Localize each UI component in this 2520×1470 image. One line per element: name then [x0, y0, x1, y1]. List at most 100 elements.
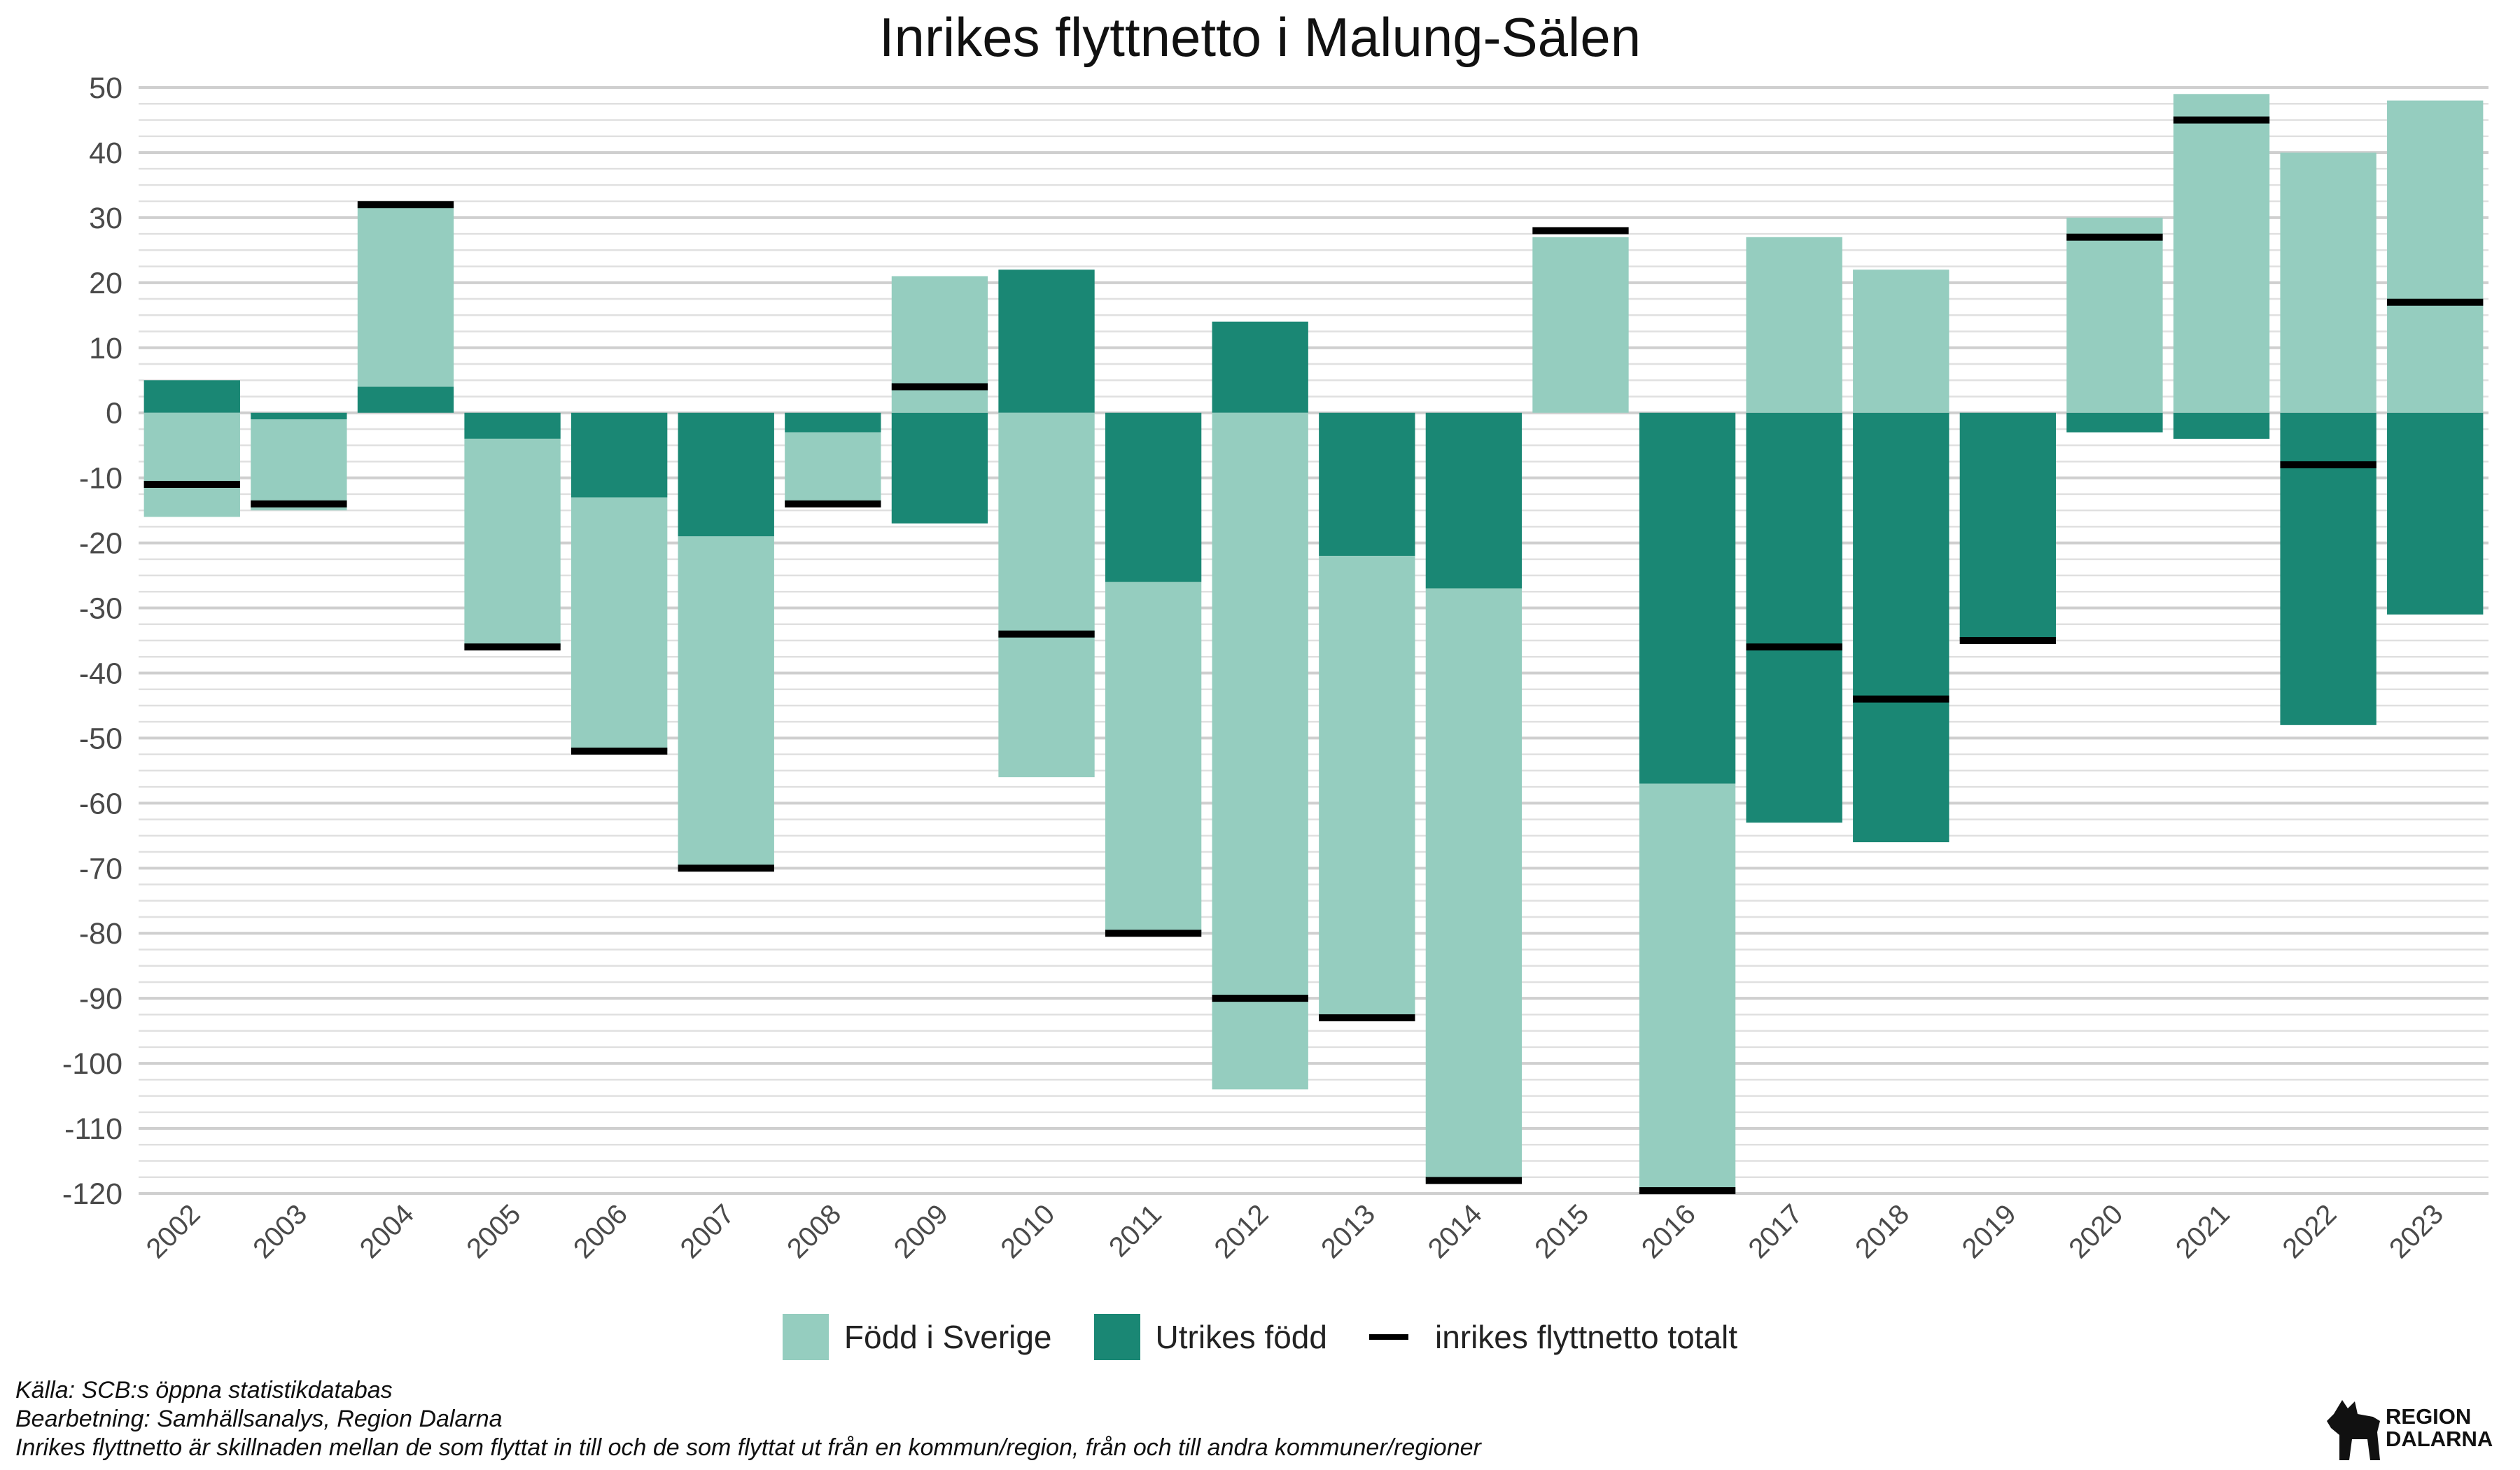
legend-line-totalt — [1368, 1334, 1408, 1340]
y-tick-label: -120 — [62, 1177, 122, 1211]
y-tick-label: -70 — [79, 852, 122, 886]
bar-fodd-i-sverige-2015 — [1532, 237, 1629, 413]
bar-fodd-i-sverige-2009 — [891, 276, 988, 413]
bar-fodd-i-sverige-2014 — [1425, 588, 1522, 1181]
x-tick-label: 2014 — [1422, 1198, 1488, 1264]
y-tick-label: 40 — [89, 136, 122, 170]
region-dalarna-logo: REGION DALARNA — [2324, 1393, 2506, 1463]
x-tick-label: 2011 — [1103, 1198, 1168, 1263]
bar-utrikes-fodd-2009 — [891, 412, 988, 524]
logo-line-2: DALARNA — [2386, 1427, 2493, 1451]
bar-fodd-i-sverige-2016 — [1639, 783, 1736, 1194]
bar-fodd-i-sverige-2006 — [570, 497, 668, 751]
bar-utrikes-fodd-2003 — [251, 412, 347, 419]
x-tick-label: 2004 — [354, 1198, 420, 1264]
legend-label-utrikes-fodd: Utrikes född — [1155, 1319, 1327, 1355]
bar-utrikes-fodd-2019 — [1959, 412, 2057, 640]
y-tick-label: -100 — [62, 1047, 122, 1081]
bar-utrikes-fodd-2004 — [357, 386, 454, 413]
x-tick-label: 2007 — [675, 1198, 741, 1264]
bar-utrikes-fodd-2012 — [1212, 321, 1308, 413]
bar-fodd-i-sverige-2023 — [2387, 100, 2484, 413]
x-tick-label: 2006 — [568, 1198, 634, 1264]
bar-utrikes-fodd-2023 — [2387, 412, 2484, 615]
bar-fodd-i-sverige-2018 — [1853, 270, 1949, 413]
bar-utrikes-fodd-2016 — [1639, 412, 1736, 784]
bar-fodd-i-sverige-2012 — [1212, 412, 1308, 1090]
bar-fodd-i-sverige-2011 — [1105, 582, 1202, 934]
legend-label-totalt: inrikes flyttnetto totalt — [1434, 1319, 1738, 1355]
x-tick-label: 2012 — [1209, 1198, 1275, 1264]
caption-processing: Bearbetning: Samhällsanalys, Region Dala… — [15, 1406, 503, 1432]
x-tick-label: 2013 — [1315, 1198, 1381, 1264]
x-tick-label: 2010 — [995, 1198, 1060, 1264]
x-tick-label: 2016 — [1636, 1198, 1702, 1264]
dala-horse-icon — [2327, 1400, 2380, 1460]
bar-fodd-i-sverige-2008 — [785, 432, 881, 504]
bar-utrikes-fodd-2022 — [2280, 412, 2376, 725]
legend-item-totalt: inrikes flyttnetto totalt — [1368, 1318, 1738, 1356]
x-tick-label: 2022 — [2276, 1198, 2342, 1264]
bar-fodd-i-sverige-2017 — [1746, 237, 1842, 413]
bar-utrikes-fodd-2020 — [2066, 412, 2163, 433]
y-tick-label: 30 — [89, 202, 122, 235]
bar-fodd-i-sverige-2007 — [678, 536, 774, 869]
bar-fodd-i-sverige-2003 — [251, 419, 347, 511]
y-tick-label: -20 — [79, 527, 122, 561]
bar-utrikes-fodd-2013 — [1319, 412, 1415, 556]
y-tick-label: -10 — [79, 462, 122, 496]
y-tick-label: 0 — [106, 397, 122, 430]
legend-swatch-fodd-i-sverige — [782, 1314, 829, 1360]
bar-fodd-i-sverige-2010 — [998, 412, 1095, 778]
x-tick-label: 2017 — [1742, 1198, 1808, 1264]
chart-title: Inrikes flyttnetto i Malung-Sälen — [878, 6, 1642, 68]
legend-item-fodd-i-sverige: Född i Sverige — [782, 1314, 1052, 1360]
bar-utrikes-fodd-2010 — [998, 270, 1095, 413]
bar-utrikes-fodd-2011 — [1105, 412, 1202, 582]
bar-fodd-i-sverige-2020 — [2066, 217, 2163, 413]
y-tick-label: 50 — [89, 71, 122, 105]
bar-fodd-i-sverige-2022 — [2280, 152, 2376, 413]
legend: Född i Sverige Utrikes född inrikes flyt… — [0, 1309, 2520, 1365]
bar-utrikes-fodd-2018 — [1853, 412, 1949, 843]
y-tick-label: -80 — [79, 917, 122, 951]
caption: Källa: SCB:s öppna statistikdatabas Bear… — [15, 1376, 1481, 1462]
y-tick-label: 10 — [89, 332, 122, 365]
x-tick-label: 2009 — [888, 1198, 954, 1264]
y-tick-label: -90 — [79, 982, 122, 1016]
y-tick-label: 20 — [89, 267, 122, 300]
bar-fodd-i-sverige-2013 — [1319, 556, 1415, 1018]
bar-utrikes-fodd-2014 — [1425, 412, 1522, 589]
bar-utrikes-fodd-2008 — [785, 412, 881, 433]
bar-utrikes-fodd-2002 — [144, 380, 240, 413]
bar-fodd-i-sverige-2004 — [357, 204, 454, 387]
y-tick-label: -110 — [64, 1112, 122, 1146]
bar-utrikes-fodd-2006 — [570, 412, 668, 498]
x-tick-label: 2020 — [2063, 1198, 2129, 1264]
x-tick-label: 2023 — [2384, 1198, 2449, 1264]
bar-utrikes-fodd-2021 — [2173, 412, 2270, 439]
bar-fodd-i-sverige-2021 — [2173, 94, 2270, 413]
bar-fodd-i-sverige-2002 — [144, 412, 240, 517]
logo-line-1: REGION — [2386, 1404, 2472, 1429]
y-tick-label: -60 — [79, 787, 122, 820]
y-tick-label: -40 — [79, 657, 122, 690]
legend-label-fodd-i-sverige: Född i Sverige — [844, 1319, 1052, 1355]
caption-note: Inrikes flyttnetto är skillnaden mellan … — [15, 1434, 1481, 1461]
caption-source: Källa: SCB:s öppna statistikdatabas — [15, 1377, 393, 1404]
bar-fodd-i-sverige-2005 — [464, 438, 561, 648]
y-tick-label: -30 — [79, 592, 122, 626]
legend-swatch-utrikes-fodd — [1093, 1314, 1140, 1360]
x-tick-label: 2019 — [1956, 1198, 2022, 1264]
x-tick-label: 2003 — [247, 1198, 313, 1264]
legend-item-utrikes-fodd: Utrikes född — [1093, 1314, 1327, 1360]
x-tick-label: 2015 — [1529, 1198, 1595, 1264]
x-tick-label: 2018 — [1849, 1198, 1915, 1264]
x-tick-label: 2005 — [461, 1198, 526, 1264]
x-tick-label: 2002 — [141, 1198, 206, 1264]
bar-utrikes-fodd-2017 — [1746, 412, 1842, 823]
bar-utrikes-fodd-2007 — [678, 412, 774, 537]
bar-utrikes-fodd-2005 — [464, 412, 561, 439]
x-tick-label: 2021 — [2170, 1198, 2236, 1264]
